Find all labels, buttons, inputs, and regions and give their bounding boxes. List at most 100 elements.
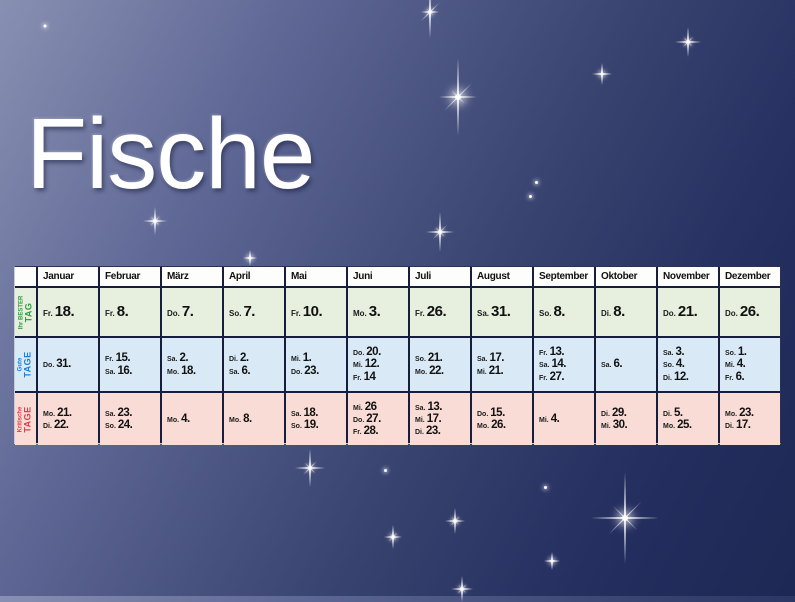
day-number: 21. <box>57 406 72 419</box>
day-cell-critical: Mo. 8. <box>224 393 284 445</box>
star-icon <box>243 250 257 266</box>
weekday-abbr: So. <box>663 362 674 370</box>
day-cell-best: Fr. 8. <box>100 288 160 336</box>
weekday-abbr: Di. <box>663 410 672 418</box>
day-number: 4. <box>736 358 746 371</box>
month-header: März <box>162 267 222 286</box>
weekday-abbr: Mi. <box>477 368 487 376</box>
day-number: 20. <box>366 346 381 359</box>
day-cell-good: So. 21. Mo. 22. <box>410 338 470 391</box>
day-cell-good: Sa. 3. So. 4. Di. 12. <box>658 338 718 391</box>
weekday-abbr: Mi. <box>539 416 549 424</box>
day-number: 8. <box>243 412 252 425</box>
star-icon <box>528 194 533 199</box>
month-header: Dezember <box>720 267 780 286</box>
day-cell-critical: Sa. 18. So. 19. <box>286 393 346 445</box>
date-entry: Sa. 16. <box>105 365 160 377</box>
weekday-abbr: Mi. <box>725 362 735 370</box>
day-number: 23. <box>117 406 133 419</box>
star-icon <box>42 23 48 29</box>
day-number: 28. <box>363 425 379 438</box>
month-header: Juli <box>410 267 470 286</box>
day-cell-critical: Mo. 23. Di. 17. <box>720 393 780 445</box>
day-number: 1. <box>302 352 312 365</box>
weekday-abbr: Mo. <box>663 423 676 430</box>
day-cell-best: So. 7. <box>224 288 284 336</box>
day-number: 8. <box>613 303 625 321</box>
weekday-abbr: Do. <box>725 309 738 319</box>
weekday-abbr: Fr. <box>105 356 114 364</box>
day-number: 15. <box>115 352 131 365</box>
weekday-abbr: Fr. <box>725 374 734 382</box>
day-cell-good: Do. 31. <box>38 338 98 391</box>
date-entry: Mi. 30. <box>601 419 656 431</box>
date-entry: Sa. 18. <box>291 407 346 419</box>
date-entry: So. 24. <box>105 419 160 431</box>
weekday-abbr: Di. <box>663 374 672 382</box>
day-number: 10. <box>302 303 323 321</box>
weekday-abbr: Fr. <box>291 309 301 319</box>
day-number: 3. <box>675 346 685 359</box>
weekday-abbr: Sa. <box>167 356 178 364</box>
date-entry: Do. 23. <box>291 365 346 377</box>
day-number: 4. <box>550 412 560 425</box>
day-number: 7. <box>243 303 255 321</box>
weekday-abbr: Sa. <box>415 404 426 412</box>
date-entry: Fr. 27. <box>539 371 594 383</box>
date-entry: Fr. 6. <box>725 371 780 383</box>
row-label-best: Ihr BESTER TAG <box>15 288 36 336</box>
date-entry: Mo. 18. <box>167 365 222 377</box>
date-entry: Fr. 13. <box>539 346 594 358</box>
star-icon <box>421 0 439 38</box>
day-number: 13. <box>549 346 565 359</box>
star-icon <box>543 485 548 490</box>
date-entry: Fr. 15. <box>105 352 160 364</box>
weekday-abbr: Mi. <box>415 416 425 424</box>
weekday-abbr: So. <box>725 350 736 358</box>
row-label-text: Gute TAGE <box>18 351 33 377</box>
date-entry: Mo. 8. <box>229 413 284 425</box>
day-number: 26. <box>491 419 506 431</box>
weekday-abbr: Sa. <box>105 368 116 376</box>
weekday-abbr: Fr. <box>353 429 362 437</box>
day-number: 29. <box>611 406 627 419</box>
date-entry: Sa. 3. <box>663 346 718 358</box>
day-number: 16. <box>117 364 133 377</box>
weekday-abbr: So. <box>291 423 302 430</box>
weekday-abbr: Fr. <box>415 309 425 319</box>
day-cell-good: Sa. 6. <box>596 338 656 391</box>
month-header: September <box>534 267 594 286</box>
star-icon <box>445 508 465 534</box>
weekday-abbr: Sa. <box>477 309 490 319</box>
day-number: 6. <box>241 364 251 377</box>
date-entry: Sa. 17. <box>477 352 532 364</box>
row-label-text: Ihr BESTER TAG <box>18 295 33 329</box>
date-entry: Di. 12. <box>663 371 718 383</box>
star-icon <box>143 207 167 235</box>
weekday-abbr: Do. <box>167 309 180 319</box>
weekday-abbr: Do. <box>43 362 55 370</box>
date-entry: Sa. 14. <box>539 358 594 370</box>
weekday-abbr: Mo. <box>167 368 180 376</box>
date-entry: Mi. 1. <box>291 352 346 364</box>
day-cell-best: Di. 8. <box>596 288 656 336</box>
date-entry: Fr. 26. <box>415 304 470 320</box>
day-cell-good: Fr. 13. Sa. 14. Fr. 27. <box>534 338 594 391</box>
date-entry: Do. 21. <box>663 304 718 320</box>
weekday-abbr: Fr. <box>539 350 548 358</box>
date-entry: Fr. 18. <box>43 304 98 320</box>
day-number: 14. <box>551 358 567 371</box>
day-cell-good: Sa. 17. Mi. 21. <box>472 338 532 391</box>
weekday-abbr: Di. <box>415 429 424 437</box>
day-cell-best: Do. 7. <box>162 288 222 336</box>
day-number: 18. <box>181 364 196 377</box>
day-cell-best: Mo. 3. <box>348 288 408 336</box>
month-header: Oktober <box>596 267 656 286</box>
date-entry: Mo. 3. <box>353 304 408 320</box>
day-number: 14 <box>363 370 376 383</box>
date-entry: Do. 7. <box>167 304 222 320</box>
star-icon <box>534 180 539 185</box>
month-header: Februar <box>100 267 160 286</box>
day-cell-good: Mi. 1. Do. 23. <box>286 338 346 391</box>
day-cell-critical: Mo. 4. <box>162 393 222 445</box>
